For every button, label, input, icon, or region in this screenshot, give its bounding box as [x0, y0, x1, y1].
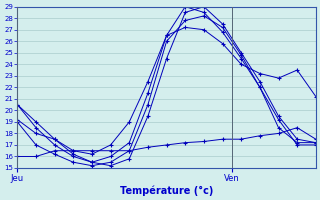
- X-axis label: Température (°c): Température (°c): [120, 185, 213, 196]
